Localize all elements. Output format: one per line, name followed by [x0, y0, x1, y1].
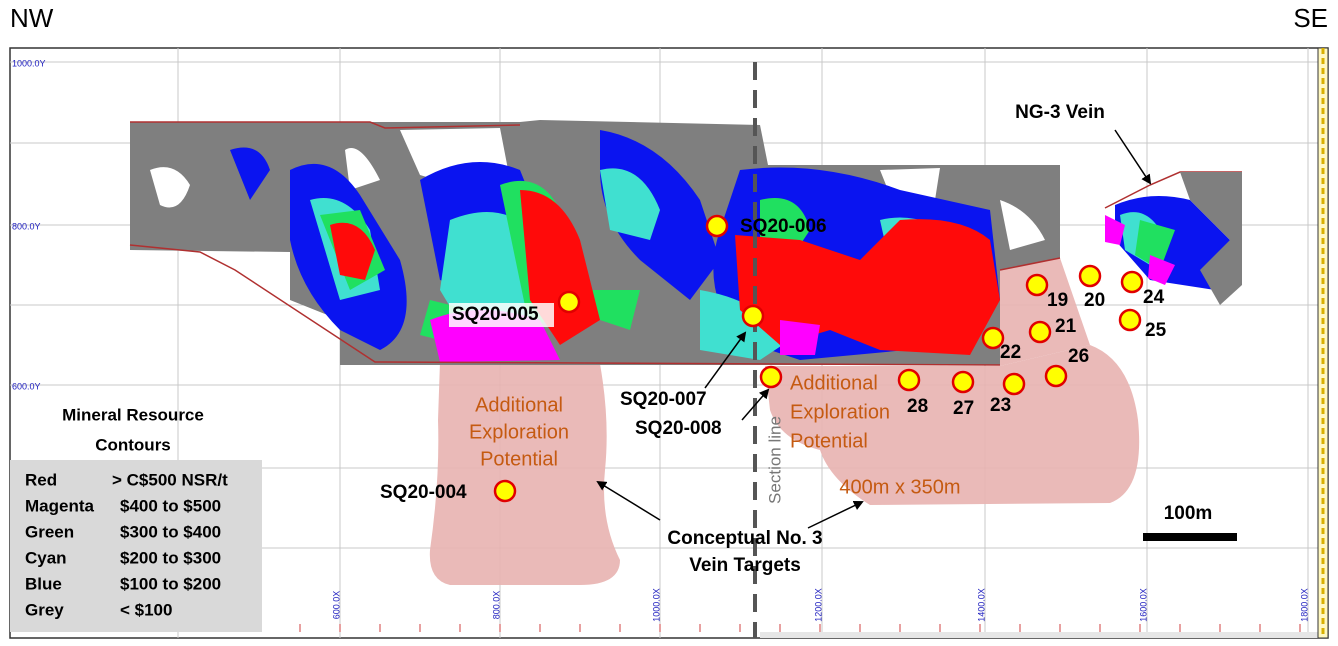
vein-label: NG-3 Vein	[1015, 102, 1105, 123]
drill-holes: SQ20-006 SQ20-005 SQ20-007 SQ20-008 SQ20-004…	[380, 214, 1167, 503]
exploration-text: Exploration	[790, 401, 890, 423]
legend-color: Grey	[25, 600, 64, 619]
section-line-label: Section line	[765, 416, 784, 504]
scale-label: 100m	[1164, 503, 1213, 524]
targets-label: Vein Targets	[689, 555, 801, 576]
exploration-text: Additional	[790, 372, 878, 394]
exploration-area	[1000, 258, 1090, 366]
x-axis-label: 600.0X	[331, 591, 341, 620]
drill-hole	[557, 290, 581, 314]
exploration-text: Additional	[475, 394, 563, 416]
drill-hole	[759, 365, 783, 389]
legend-range: $300 to $400	[120, 522, 221, 541]
hole-label: 22	[1000, 342, 1021, 363]
hole-label: SQ20-006	[740, 216, 827, 237]
drill-hole	[951, 370, 975, 394]
legend: Red > C$500 NSR/t Magenta $400 to $500 Green…	[25, 470, 228, 619]
legend-color: Magenta	[25, 496, 95, 515]
exploration-text: Potential	[480, 448, 558, 470]
legend-title: Contours	[95, 435, 171, 454]
arrow	[596, 480, 661, 521]
y-axis-label: 600.0Y	[12, 381, 41, 391]
hole-label: SQ20-008	[635, 418, 722, 439]
arrow	[807, 500, 864, 529]
y-axis-label: 1000.0Y	[12, 58, 46, 68]
hole-label: 25	[1145, 320, 1167, 341]
x-axis-label: 1400.0X	[976, 588, 986, 622]
y-axis-label: 800.0Y	[12, 221, 41, 231]
exploration-text: Potential	[790, 430, 868, 452]
legend-color: Green	[25, 522, 74, 541]
x-axis-label: 1200.0X	[813, 588, 823, 622]
target-size: 400m x 350m	[839, 476, 960, 498]
drill-hole	[897, 368, 921, 392]
hole-label: SQ20-007	[620, 389, 707, 410]
hole-label: 27	[953, 398, 974, 419]
legend-range: $400 to $500	[120, 496, 221, 515]
legend-range: $100 to $200	[120, 574, 221, 593]
drill-hole	[493, 479, 517, 503]
legend-box	[10, 460, 262, 632]
x-axis-label: 1000.0X	[651, 588, 661, 622]
hole-label: SQ20-005	[452, 304, 539, 325]
drill-hole	[741, 304, 765, 328]
drill-hole	[1044, 364, 1068, 388]
legend-title: Mineral Resource	[62, 405, 204, 424]
legend-color: Red	[25, 470, 57, 489]
drill-hole	[1078, 264, 1102, 288]
legend-color: Blue	[25, 574, 62, 593]
hole-label: 21	[1055, 316, 1077, 337]
arrow	[741, 388, 770, 421]
drill-hole	[981, 326, 1005, 350]
legend-color: Cyan	[25, 548, 67, 567]
drill-hole	[1118, 308, 1142, 332]
drill-hole	[1120, 270, 1144, 294]
scale-bar	[1143, 533, 1237, 541]
label-backing	[449, 303, 554, 327]
targets-label: Conceptual No. 3	[667, 528, 822, 549]
direction-se: SE	[1293, 3, 1328, 33]
legend-range: > C$500 NSR/t	[112, 470, 228, 489]
hole-label: SQ20-004	[380, 482, 467, 503]
arrow	[704, 331, 747, 389]
direction-nw: NW	[10, 3, 54, 33]
x-axis-label: 1600.0X	[1138, 588, 1148, 622]
hole-label: 19	[1047, 290, 1068, 311]
drill-hole	[1002, 372, 1026, 396]
exploration-area	[765, 345, 1140, 505]
status-bar	[760, 632, 1318, 638]
arrow	[1114, 129, 1152, 185]
hole-label: 23	[990, 395, 1011, 416]
x-axis-label: 800.0X	[491, 591, 501, 620]
hole-label: 20	[1084, 290, 1105, 311]
exploration-text: Exploration	[469, 421, 569, 443]
hole-label: 24	[1143, 287, 1165, 308]
resource-contours	[129, 120, 1242, 366]
exploration-area	[429, 362, 620, 585]
drill-hole	[705, 214, 729, 238]
x-axis-label: 1800.0X	[1299, 588, 1309, 622]
hole-label: 28	[907, 396, 928, 417]
legend-range: < $100	[120, 600, 172, 619]
drill-hole	[1025, 273, 1049, 297]
drill-hole	[1028, 320, 1052, 344]
hole-label: 26	[1068, 346, 1089, 367]
legend-range: $200 to $300	[120, 548, 221, 567]
